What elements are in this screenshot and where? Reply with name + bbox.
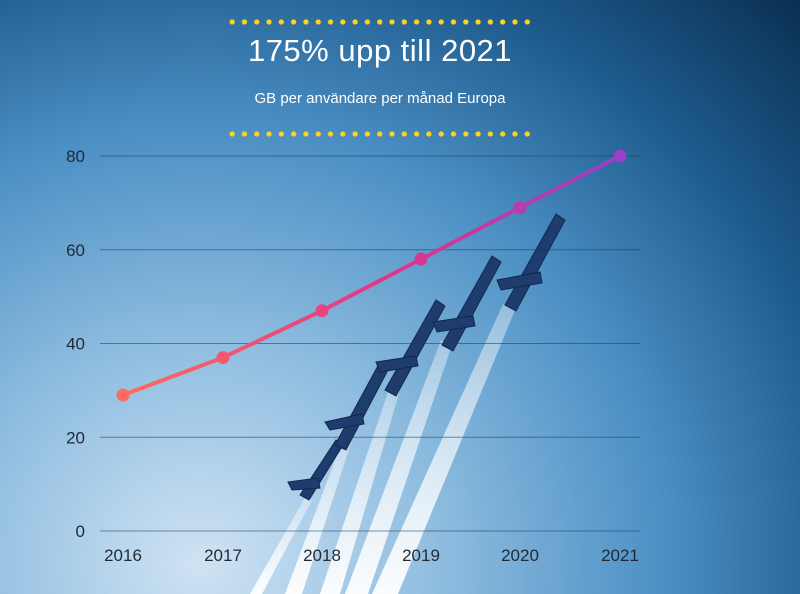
x-tick-label: 2018: [303, 546, 341, 565]
x-tick-label: 2016: [104, 546, 142, 565]
data-point: [414, 252, 428, 266]
x-tick-label: 2017: [204, 546, 242, 565]
jet-formation-photo: [250, 213, 566, 594]
x-tick-label: 2021: [601, 546, 639, 565]
data-point: [613, 149, 627, 163]
dotted-divider-bottom: [226, 131, 534, 137]
data-point: [216, 351, 230, 365]
x-tick-label: 2020: [501, 546, 539, 565]
x-tick-label: 2019: [402, 546, 440, 565]
x-axis-ticks: 2016 2017 2018 2019 2020 2021: [104, 546, 639, 565]
y-tick-label: 60: [66, 241, 85, 260]
y-tick-label: 40: [66, 335, 85, 354]
dotted-divider-top: [226, 19, 534, 25]
y-axis-ticks: 0 20 40 60 80: [66, 147, 85, 541]
data-point: [513, 201, 527, 215]
y-tick-label: 80: [66, 147, 85, 166]
y-tick-label: 20: [66, 428, 85, 447]
gridlines: [100, 155, 640, 532]
y-tick-label: 0: [76, 522, 85, 541]
chart-title: 175% upp till 2021: [247, 33, 513, 68]
data-point: [116, 388, 130, 402]
series-line: [121, 154, 622, 398]
chart-subtitle: GB per användare per månad Europa: [254, 90, 506, 107]
data-point: [315, 304, 329, 318]
series-points: [116, 149, 627, 402]
